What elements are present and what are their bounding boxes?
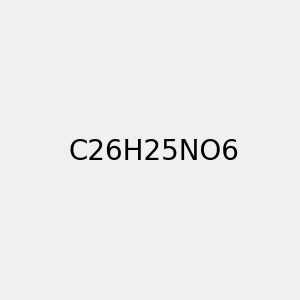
Text: C26H25NO6: C26H25NO6 — [68, 137, 239, 166]
